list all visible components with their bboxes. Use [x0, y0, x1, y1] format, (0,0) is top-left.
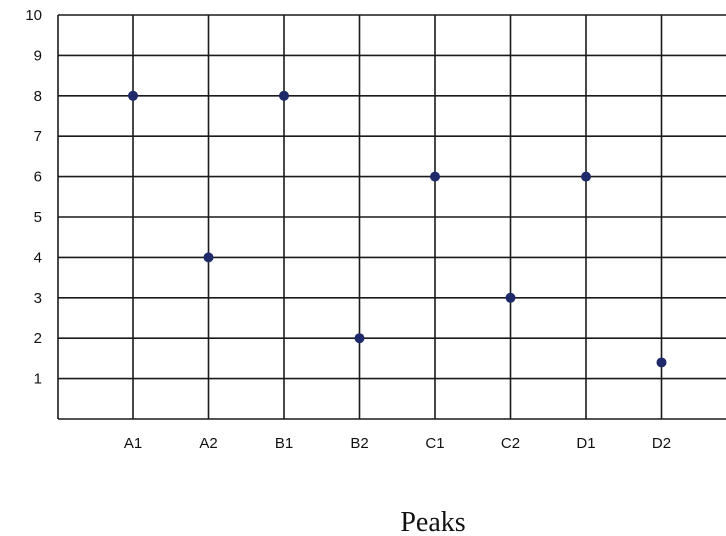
data-point [430, 171, 440, 182]
x-tick-labels: A1 A2 B1 B2 C1 C2 D1 D2 [124, 435, 671, 452]
y-tick-label: 5 [34, 209, 42, 226]
x-tick-label: C2 [501, 435, 520, 452]
x-axis-label: Peaks [400, 507, 465, 536]
y-tick-label: 10 [25, 7, 42, 24]
y-tick-label: 8 [34, 88, 42, 105]
x-tick-label: B2 [350, 435, 368, 452]
x-tick-label: A1 [124, 435, 142, 452]
y-tick-label: 4 [34, 249, 42, 266]
data-point [128, 90, 138, 101]
y-tick-label: 2 [34, 330, 42, 347]
data-point [505, 292, 516, 303]
y-tick-label: 3 [34, 290, 42, 307]
data-point [279, 90, 289, 101]
x-tick-label: B1 [275, 435, 293, 452]
data-points [128, 90, 667, 368]
y-tick-labels: 1 2 3 4 5 6 7 8 9 10 [25, 7, 42, 388]
x-tick-label: C1 [425, 435, 444, 452]
data-point [203, 252, 214, 263]
data-point [581, 171, 591, 182]
x-tick-label: A2 [199, 435, 217, 452]
x-tick-label: D1 [576, 435, 595, 452]
grid-lines [57, 14, 726, 420]
y-tick-label: 1 [34, 371, 42, 388]
data-point [354, 333, 365, 344]
y-tick-label: 6 [34, 169, 42, 186]
x-tick-label: D2 [652, 435, 671, 452]
data-point [656, 357, 667, 368]
y-tick-label: 7 [34, 128, 42, 145]
y-tick-label: 9 [34, 47, 42, 64]
